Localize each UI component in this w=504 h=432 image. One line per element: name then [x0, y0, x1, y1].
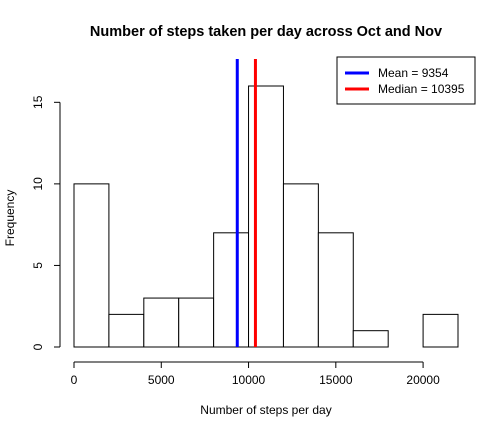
y-tick-label: 5: [31, 262, 45, 269]
y-axis-label: Frequency: [3, 190, 17, 247]
legend: Mean = 9354 Median = 10395: [336, 56, 476, 105]
legend-box: [336, 56, 476, 105]
histogram-bar: [282, 183, 319, 348]
histogram-bar: [317, 232, 354, 348]
x-axis-label: Number of steps per day: [200, 403, 331, 417]
histogram-bar: [352, 330, 389, 348]
histogram-bar: [248, 85, 284, 348]
x-axis: 0 5000 10000 15000 20000: [71, 361, 440, 387]
bars-group: [73, 85, 459, 348]
x-tick-label: 15000: [319, 373, 353, 387]
legend-label: Median = 10395: [378, 82, 465, 96]
legend-label: Mean = 9354: [378, 66, 449, 80]
chart-title: Number of steps taken per day across Oct…: [90, 24, 442, 40]
x-tick-label: 5000: [148, 373, 175, 387]
histogram-bar: [422, 313, 459, 348]
y-tick-label: 10: [31, 177, 45, 191]
x-tick-label: 10000: [232, 373, 266, 387]
histogram-bar: [213, 232, 250, 348]
histogram-bar: [108, 313, 145, 348]
y-axis: 0 5 10 15: [31, 95, 61, 350]
x-tick-label: 20000: [406, 373, 440, 387]
reference-lines: [235, 59, 257, 347]
y-tick-label: 0: [31, 343, 45, 350]
histogram-bar: [178, 297, 215, 348]
histogram-bar: [73, 183, 110, 348]
y-tick-label: 15: [31, 95, 45, 109]
x-tick-label: 0: [71, 373, 78, 387]
histogram-bar: [143, 297, 180, 348]
